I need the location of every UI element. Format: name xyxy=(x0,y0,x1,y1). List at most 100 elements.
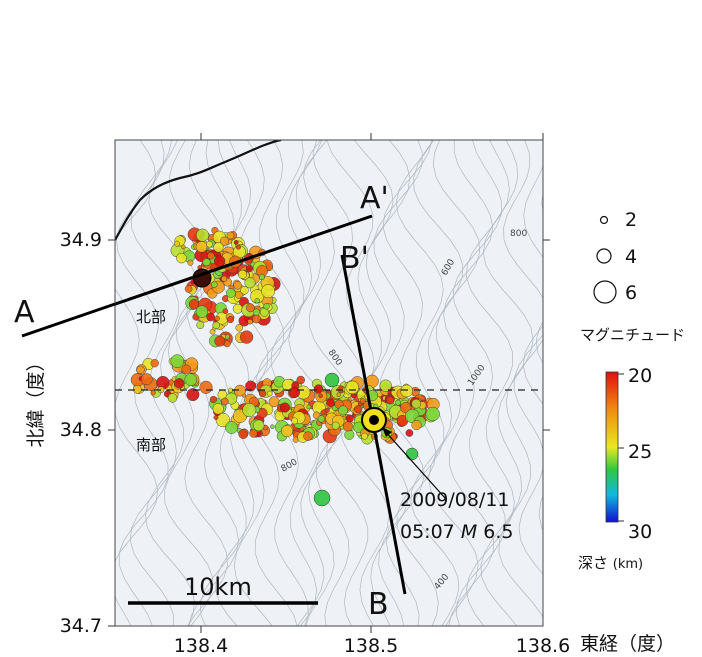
earthquake-dot xyxy=(244,277,256,289)
section-label-b-prime: B' xyxy=(340,241,369,276)
earthquake-dot xyxy=(280,425,294,438)
earthquake-dot xyxy=(288,386,300,399)
earthquake-dot xyxy=(336,392,341,397)
earthquake-dot xyxy=(245,303,255,313)
earthquake-dot xyxy=(291,417,299,425)
bathymetry-contour-line xyxy=(186,140,239,626)
magnitude-symbol-2 xyxy=(599,215,609,225)
mainshock-time: 05:07 M 6.5 xyxy=(400,521,513,543)
earthquake-dot xyxy=(213,255,226,267)
earthquake-dot xyxy=(214,335,226,347)
earthquake-dot xyxy=(176,252,187,264)
earthquake-dot xyxy=(279,402,290,413)
earthquake-dot xyxy=(214,315,220,322)
bathymetry-contour-line xyxy=(452,140,506,626)
earthquake-dot xyxy=(258,389,267,398)
bathymetry-contour-line xyxy=(395,140,445,626)
earthquake-dot xyxy=(220,397,229,406)
earthquake-dot xyxy=(233,239,239,245)
section-label-b: B xyxy=(368,587,389,622)
earthquake-dot xyxy=(226,316,235,324)
earthquake-dot xyxy=(353,405,363,414)
earthquake-dot xyxy=(296,375,305,385)
earthquake-dot xyxy=(425,406,440,422)
earthquake-dot xyxy=(184,285,193,293)
earthquake-dot xyxy=(345,380,360,395)
mainshock-arrow xyxy=(383,429,446,499)
earthquake-dot xyxy=(195,305,209,318)
earthquake-dot xyxy=(136,365,145,374)
earthquake-dot xyxy=(226,231,235,240)
earthquake-dot xyxy=(170,354,185,369)
earthquake-dot xyxy=(263,303,270,310)
earthquake-dot xyxy=(207,251,215,260)
earthquake-dot xyxy=(222,308,229,315)
earthquake-dot xyxy=(359,398,366,404)
earthquake-dot xyxy=(306,404,312,410)
bathymetry-contours xyxy=(115,140,543,626)
earthquake-dot xyxy=(239,330,254,344)
earthquake-dot xyxy=(232,303,243,314)
magnitude-legend-title: マグニチュード xyxy=(580,326,685,344)
earthquake-dot xyxy=(258,273,265,280)
depth-tick-20: 20 xyxy=(628,365,652,387)
magnitude-symbol-4 xyxy=(596,248,612,264)
earthquake-dot xyxy=(213,242,224,253)
mainshock-center xyxy=(369,415,379,425)
lat-tick-label-1: 34.9 xyxy=(60,229,102,251)
scale-bar-label: 10km xyxy=(184,573,252,601)
earthquake-dot xyxy=(140,373,153,386)
lon-tick-label-3: 138.6 xyxy=(516,635,570,657)
earthquake-dot xyxy=(261,284,276,299)
earthquake-dot xyxy=(249,429,258,438)
magnitude-value-2: 2 xyxy=(625,209,637,231)
earthquake-dot xyxy=(260,308,269,317)
earthquake-dot xyxy=(195,241,208,253)
earthquake-dot xyxy=(303,431,313,441)
earthquake-dot xyxy=(313,489,331,507)
coastline xyxy=(115,140,282,241)
earthquake-dot xyxy=(167,393,178,403)
earthquake-dot xyxy=(379,379,392,392)
earthquake-dot xyxy=(212,403,224,415)
mainshock-annotation: 2009/08/11 05:07 M 6.5 xyxy=(400,489,513,543)
earthquake-dot xyxy=(213,415,219,420)
bathymetry-contour-line xyxy=(513,165,543,575)
earthquake-dot xyxy=(235,324,243,332)
region-label-south: 南部 xyxy=(136,436,166,454)
earthquake-dot xyxy=(318,393,323,399)
earthquake-dot xyxy=(235,244,241,250)
magnitude-value-6: 6 xyxy=(625,282,637,304)
cross-section-line-aa-outer xyxy=(21,302,116,338)
map-frame xyxy=(114,139,544,627)
earthquake-dot xyxy=(186,388,200,402)
earthquake-dot xyxy=(237,269,248,279)
earthquake-dot xyxy=(338,405,349,416)
earthquake-dot xyxy=(405,429,414,437)
earthquake-dot xyxy=(342,421,353,432)
lon-tick-label-2: 138.5 xyxy=(344,635,398,657)
depth-legend-title: 深さ (km) xyxy=(578,554,643,572)
bathymetry-contour-line xyxy=(443,140,495,626)
mainshock-date: 2009/08/11 xyxy=(400,489,510,511)
lat-tick-label-2: 34.8 xyxy=(60,419,102,441)
map-border xyxy=(114,139,544,627)
earthquake-dot xyxy=(219,236,229,246)
earthquake-dot xyxy=(266,390,273,397)
depth-colorbar-ramp xyxy=(605,371,619,523)
earthquake-dot xyxy=(233,281,242,290)
earthquake-dot xyxy=(212,321,220,330)
earthquake-dot xyxy=(173,240,181,247)
section-label-a: A xyxy=(14,295,35,330)
earthquake-dot xyxy=(324,407,330,413)
earthquake-dot xyxy=(206,312,215,322)
earthquake-dot xyxy=(202,258,211,267)
earthquake-dot xyxy=(209,395,218,404)
earthquake-dot xyxy=(331,421,340,430)
region-label-north: 北部 xyxy=(136,308,166,326)
earthquake-dot xyxy=(184,373,198,387)
earthquake-dot xyxy=(225,421,238,434)
earthquake-dot xyxy=(411,420,422,431)
earthquake-dot xyxy=(242,402,257,418)
